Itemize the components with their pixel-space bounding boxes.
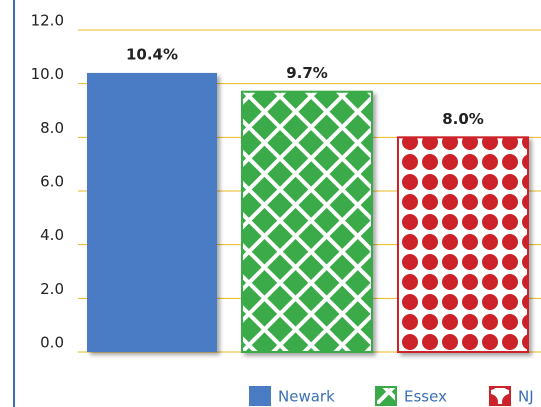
value-label: 8.0%: [442, 110, 484, 128]
y-tick-label: 0.0: [40, 334, 64, 352]
legend-swatch: [375, 386, 397, 406]
legend-swatch: [489, 386, 511, 406]
y-tick-label: 12.0: [31, 12, 64, 30]
bar: [241, 90, 373, 353]
y-tick-label: 8.0: [40, 119, 64, 137]
legend-label: NJ: [518, 388, 534, 406]
value-label: 9.7%: [286, 64, 328, 82]
y-tick-label: 2.0: [40, 280, 64, 298]
legend-label: Essex: [404, 388, 447, 406]
y-tick-label: 4.0: [40, 226, 64, 244]
y-tick-label: 10.0: [31, 65, 64, 83]
y-tick-label: 6.0: [40, 173, 64, 191]
value-label: 10.4%: [126, 45, 178, 63]
legend-swatch: [249, 386, 271, 406]
legend-label: Newark: [278, 388, 335, 406]
bar: [397, 136, 529, 353]
bar: [87, 72, 217, 352]
